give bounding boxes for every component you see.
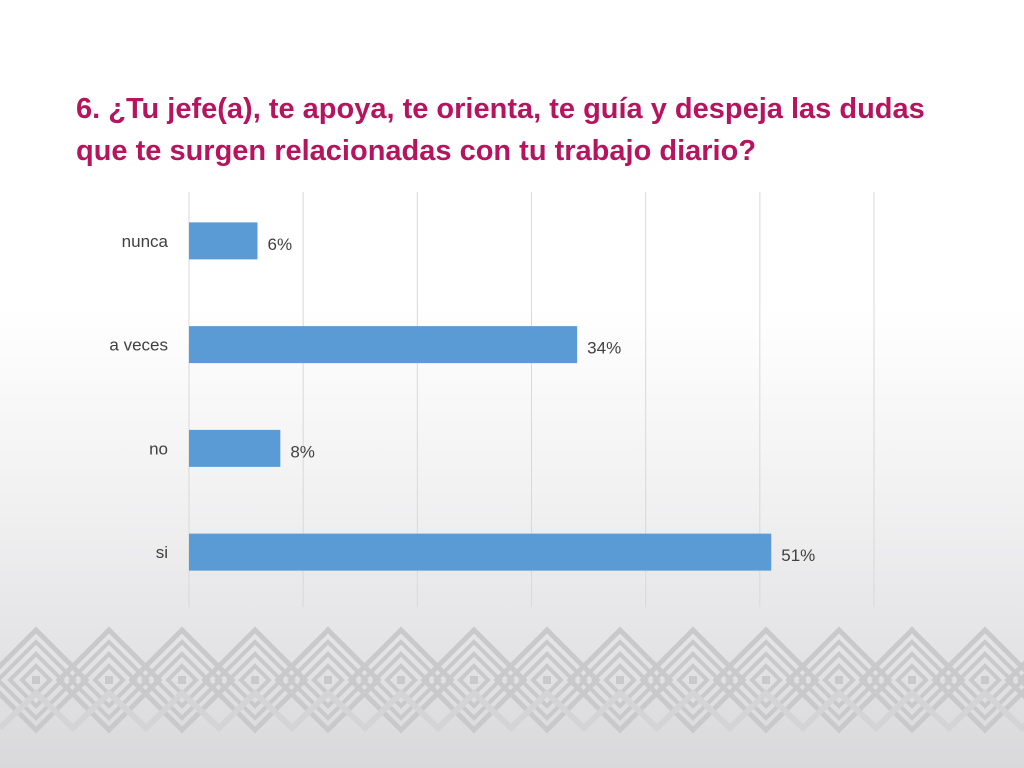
- bar-si: [189, 533, 772, 571]
- category-label: si: [156, 543, 168, 562]
- data-label: 6%: [268, 235, 293, 254]
- pattern-motif: [274, 626, 382, 734]
- data-label: 34%: [587, 339, 621, 358]
- bar-nunca: [189, 222, 258, 260]
- bar-chart: nunca a veces no si 6% 34% 8% 51%: [109, 192, 875, 607]
- pattern-motif: [347, 626, 455, 734]
- category-label: a veces: [109, 336, 168, 355]
- bar-no: [189, 429, 281, 467]
- bar-a-veces: [189, 326, 578, 364]
- data-label: 8%: [290, 442, 315, 461]
- category-label: nunca: [122, 232, 169, 251]
- pattern-motif: [931, 626, 1024, 734]
- decorative-pattern-band: [0, 626, 1024, 734]
- pattern-motif: [55, 626, 163, 734]
- pattern-motif: [420, 626, 528, 734]
- data-label: 51%: [781, 546, 815, 565]
- page-title: 6. ¿Tu jefe(a), te apoya, te orienta, te…: [76, 93, 925, 167]
- chart-bars: [189, 222, 772, 571]
- chart-data-labels: 6% 34% 8% 51%: [268, 235, 816, 565]
- category-label: no: [149, 439, 168, 458]
- pattern-zigzag: [0, 688, 1024, 733]
- chart-category-labels: nunca a veces no si: [109, 232, 168, 562]
